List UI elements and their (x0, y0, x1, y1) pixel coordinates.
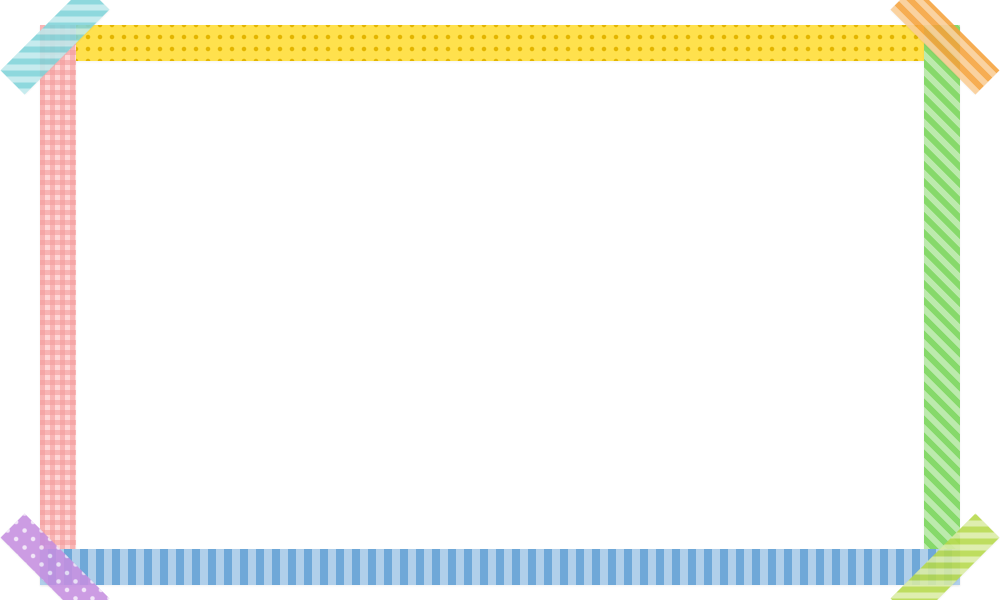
washi-tape-frame (0, 0, 1000, 600)
tape-side-right (924, 25, 960, 585)
tape-side-bottom (40, 549, 960, 585)
tape-side-left (40, 25, 76, 585)
tape-side-top (40, 25, 960, 61)
